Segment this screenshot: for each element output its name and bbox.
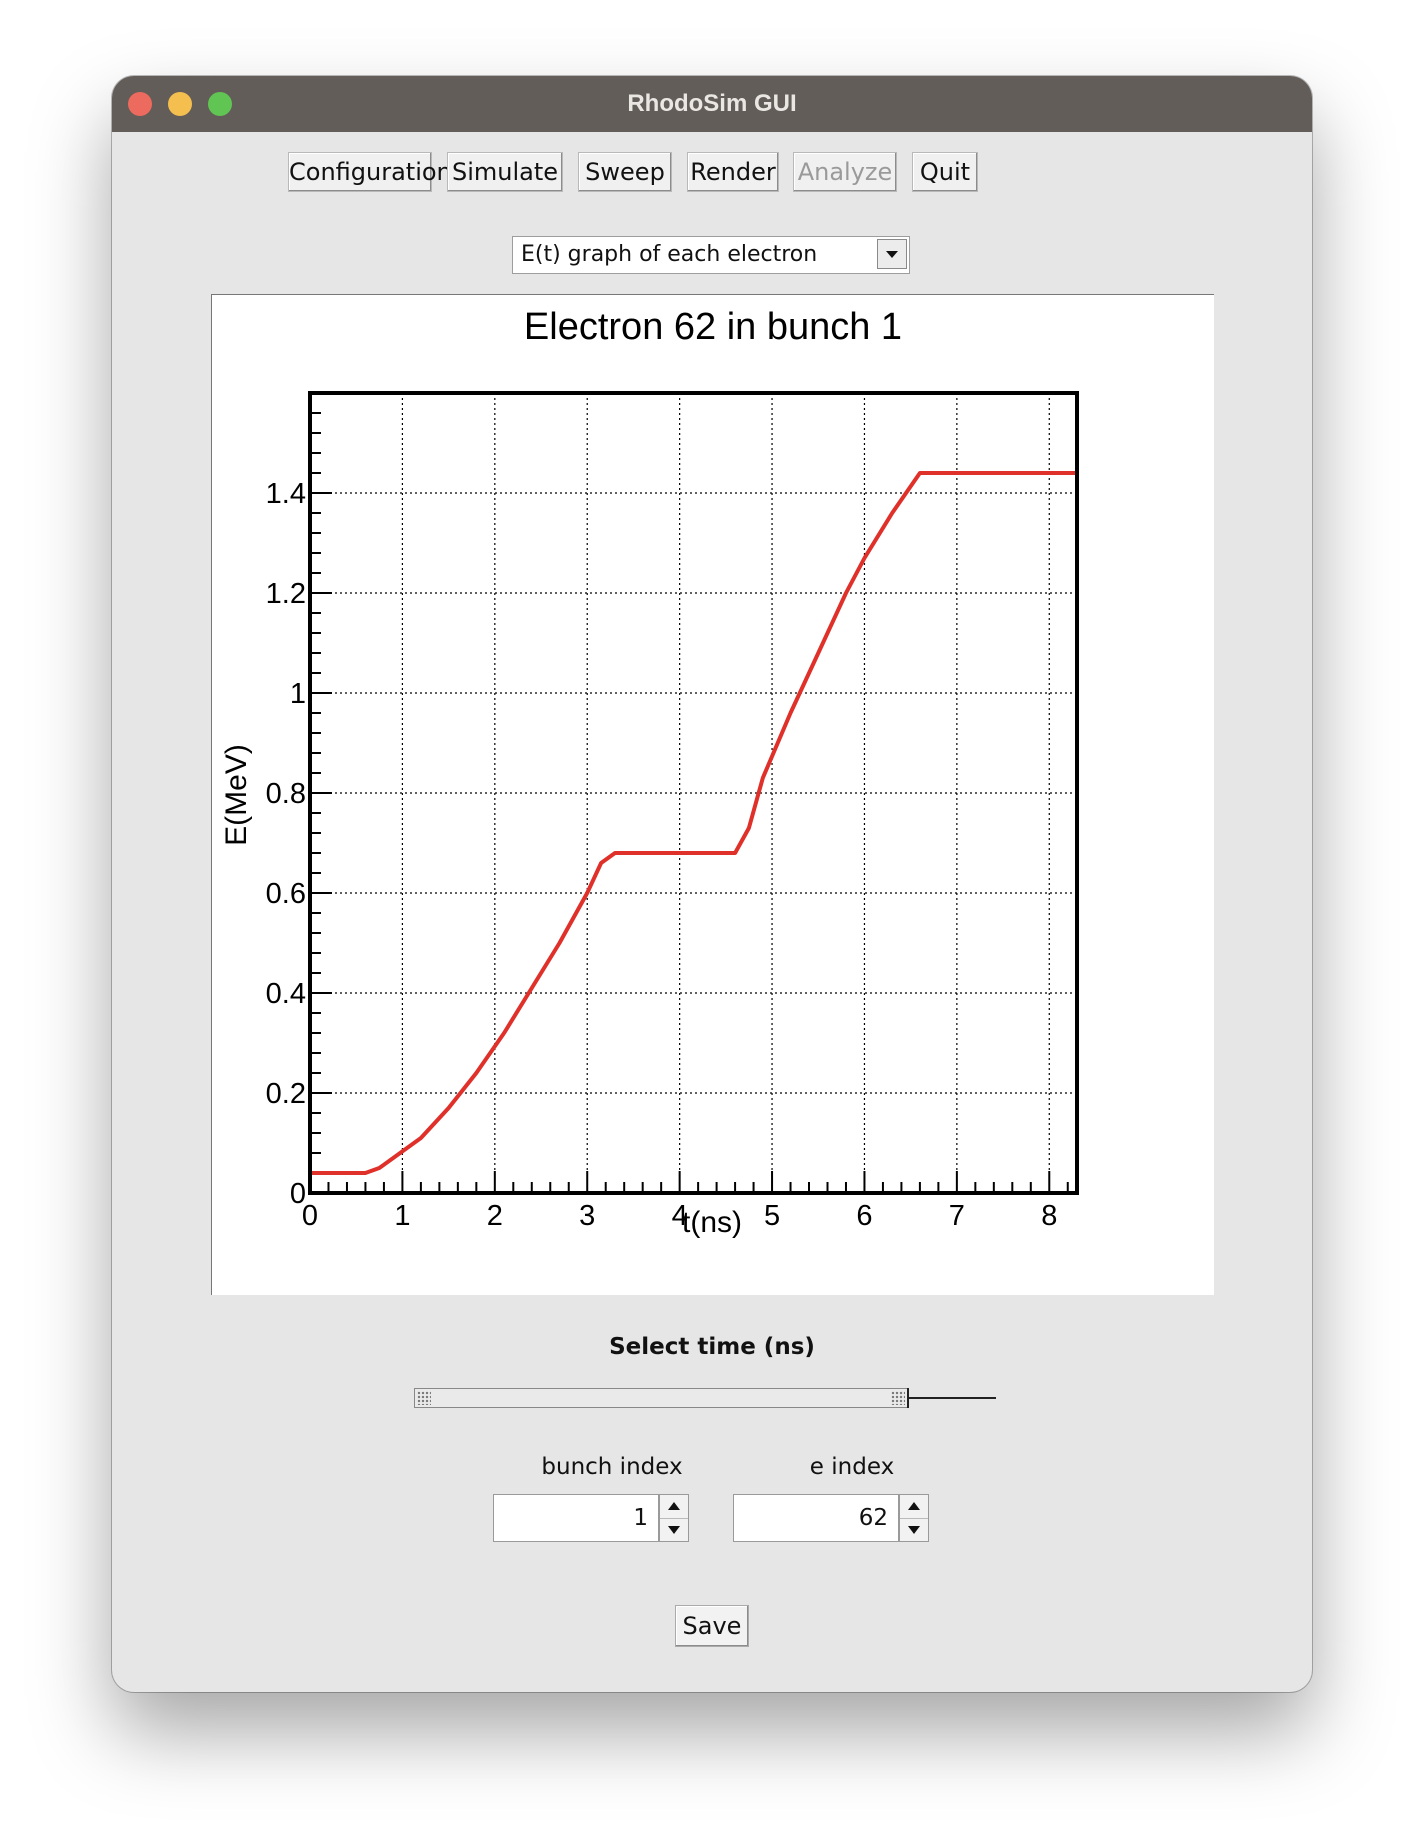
- plot-type-selected: E(t) graph of each electron: [521, 242, 818, 267]
- title-bar: RhodoSim GUI: [112, 76, 1312, 132]
- x-tick-label: 8: [1041, 1200, 1057, 1232]
- arrow-up-icon: [908, 1502, 920, 1510]
- analyze-button[interactable]: Analyze: [793, 152, 897, 192]
- x-tick-label: 6: [856, 1200, 872, 1232]
- e-index-value: 62: [858, 1505, 888, 1531]
- time-slider-label: Select time (ns): [609, 1334, 815, 1360]
- arrow-up-icon: [668, 1502, 680, 1510]
- chart-title: Electron 62 in bunch 1: [524, 306, 902, 348]
- close-window-button[interactable]: [128, 92, 152, 116]
- save-button[interactable]: Save: [675, 1605, 749, 1647]
- e-index-label: e index: [809, 1454, 895, 1480]
- tick-labels: 0 1 2 3 4 5 6 7 8 0 0.2 0.4 0.6 0.8 1 1.2 1.4: [266, 478, 1058, 1232]
- bunch-index-decrement[interactable]: [660, 1518, 688, 1541]
- render-button[interactable]: Render: [687, 152, 779, 192]
- axis-ticks: [309, 412, 1069, 1194]
- y-tick-label: 0.8: [266, 778, 306, 810]
- y-tick-label: 0.6: [266, 878, 306, 910]
- dropdown-button[interactable]: [877, 239, 907, 269]
- x-axis-label: t(ns): [682, 1206, 742, 1239]
- y-axis-label: E(MeV): [220, 744, 253, 846]
- slider-remaining-track[interactable]: [908, 1397, 996, 1399]
- minimize-window-button[interactable]: [168, 92, 192, 116]
- plot-type-dropdown[interactable]: E(t) graph of each electron: [512, 236, 910, 274]
- maximize-window-button[interactable]: [208, 92, 232, 116]
- simulate-button[interactable]: Simulate: [447, 152, 563, 192]
- x-tick-label: 1: [394, 1200, 410, 1232]
- quit-button[interactable]: Quit: [912, 152, 978, 192]
- y-tick-label: 1: [290, 678, 306, 710]
- x-tick-label: 7: [949, 1200, 965, 1232]
- bunch-index-input[interactable]: 1: [493, 1494, 659, 1542]
- arrow-down-icon: [908, 1526, 920, 1534]
- bunch-index-increment[interactable]: [660, 1495, 688, 1519]
- e-index-stepper[interactable]: [899, 1494, 929, 1542]
- x-tick-label: 3: [579, 1200, 595, 1232]
- grid-lines: [310, 393, 1077, 1193]
- arrow-down-icon: [668, 1526, 680, 1534]
- configuration-button[interactable]: Configuration: [288, 152, 452, 192]
- y-tick-label: 0.2: [266, 1078, 306, 1110]
- y-tick-label: 1.2: [266, 578, 306, 610]
- time-slider[interactable]: [414, 1388, 908, 1408]
- y-tick-label: 0.4: [266, 978, 306, 1010]
- e-index-increment[interactable]: [900, 1495, 928, 1519]
- chevron-down-icon: [886, 251, 898, 258]
- series-line-energy: [310, 471, 1077, 1175]
- slider-left-grip[interactable]: [417, 1391, 431, 1405]
- x-tick-label: 5: [764, 1200, 780, 1232]
- app-window: RhodoSim GUI Configuration Simulate Swee…: [112, 76, 1312, 1692]
- bunch-index-label: bunch index: [541, 1454, 683, 1480]
- sweep-button[interactable]: Sweep: [578, 152, 672, 192]
- y-tick-label: 1.4: [266, 478, 306, 510]
- e-index-decrement[interactable]: [900, 1518, 928, 1541]
- window-title: RhodoSim GUI: [627, 90, 797, 117]
- chart-svg: Electron 62 in bunch 1 0 1 2 3 4 5 6 7 800.20.40…: [220, 306, 1079, 1239]
- e-index-input[interactable]: 62: [733, 1494, 899, 1542]
- x-tick-label: 2: [487, 1200, 503, 1232]
- bunch-index-value: 1: [633, 1505, 648, 1531]
- plot-frame: [308, 391, 1079, 1195]
- slider-right-grip[interactable]: [891, 1391, 905, 1405]
- x-tick-label: 0: [302, 1200, 318, 1232]
- bunch-index-stepper[interactable]: [659, 1494, 689, 1542]
- y-tick-label: 0: [290, 1178, 306, 1210]
- plot-canvas[interactable]: Electron 62 in bunch 1 0 1 2 3 4 5 6 7 8 0 0.2 0.4 0…: [211, 294, 1214, 1295]
- x-tick-label: 4: [672, 1200, 688, 1232]
